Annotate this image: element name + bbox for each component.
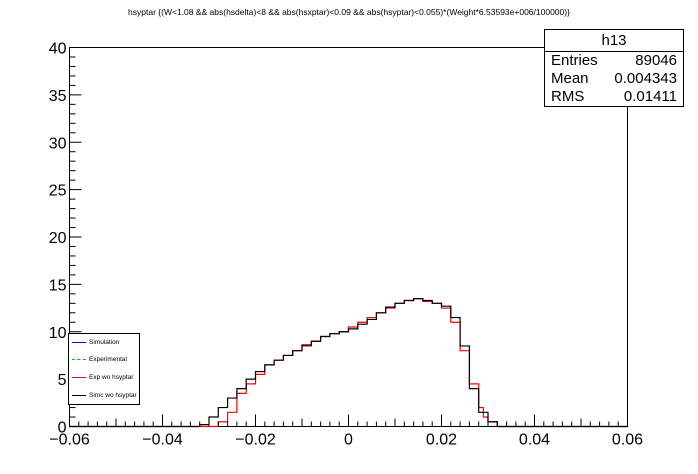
x-tick-label: 0.04	[519, 432, 550, 449]
stats-row-mean: Mean 0.004343	[545, 70, 683, 88]
stats-row-entries: Entries 89046	[545, 52, 683, 70]
stats-box: h13 Entries 89046 Mean 0.004343 RMS 0.01…	[544, 29, 684, 107]
series-line-2	[69, 297, 628, 428]
stats-value: 0.004343	[614, 70, 677, 87]
legend-item-simulation: Simulation	[72, 337, 119, 347]
stats-row-rms: RMS 0.01411	[545, 88, 683, 106]
y-tick-label: 15	[49, 277, 67, 294]
legend-swatch	[72, 394, 86, 396]
y-tick-label: 40	[49, 41, 67, 58]
y-tick-label: 30	[49, 135, 67, 152]
legend: Simulation Experimental Exp wo hsyptar S…	[68, 333, 140, 405]
stats-title: h13	[545, 30, 683, 52]
legend-swatch	[72, 358, 86, 360]
x-tick-label: −0.06	[49, 432, 90, 449]
chart-title: hsyptar {(W<1.08 && abs(hsdelta)<8 && ab…	[128, 7, 570, 17]
y-tick-label: 35	[49, 88, 67, 105]
legend-label: Exp wo hsyptar	[89, 373, 134, 381]
y-tick-label: 25	[49, 183, 67, 200]
x-tick-label: 0.06	[612, 432, 643, 449]
stats-value: 0.01411	[623, 88, 677, 105]
x-tick-label: −0.04	[142, 432, 183, 449]
legend-item-exp-wo-hsyptar: Exp wo hsyptar	[72, 372, 133, 382]
stats-label: Entries	[551, 52, 598, 69]
legend-item-simc-wo-hsyptar: Simc wo hsyptar	[72, 390, 137, 400]
legend-swatch	[72, 341, 86, 343]
legend-label: Experimental	[89, 355, 127, 363]
stats-label: RMS	[551, 88, 585, 105]
axes-layer: 0 5 10 15 20 25 30 35 40 −0.06 −0.04 −0.02 0 0.02 0.04…	[49, 41, 643, 449]
series-layer	[69, 297, 628, 428]
y-tick-label: 10	[49, 325, 67, 342]
legend-swatch	[72, 376, 86, 378]
x-tick-label: −0.02	[235, 432, 276, 449]
y-tick-label: 0	[58, 420, 67, 437]
x-tick-label: 0	[344, 432, 353, 449]
stats-label: Mean	[551, 70, 589, 87]
stats-value: 89046	[635, 52, 677, 69]
y-tick-label: 5	[58, 372, 67, 389]
y-tick-label: 20	[49, 230, 67, 247]
x-tick-label: 0.02	[426, 432, 457, 449]
legend-label: Simc wo hsyptar	[89, 391, 137, 399]
legend-label: Simulation	[89, 338, 120, 346]
legend-item-experimental: Experimental	[72, 354, 127, 364]
series-line-3	[69, 297, 628, 428]
